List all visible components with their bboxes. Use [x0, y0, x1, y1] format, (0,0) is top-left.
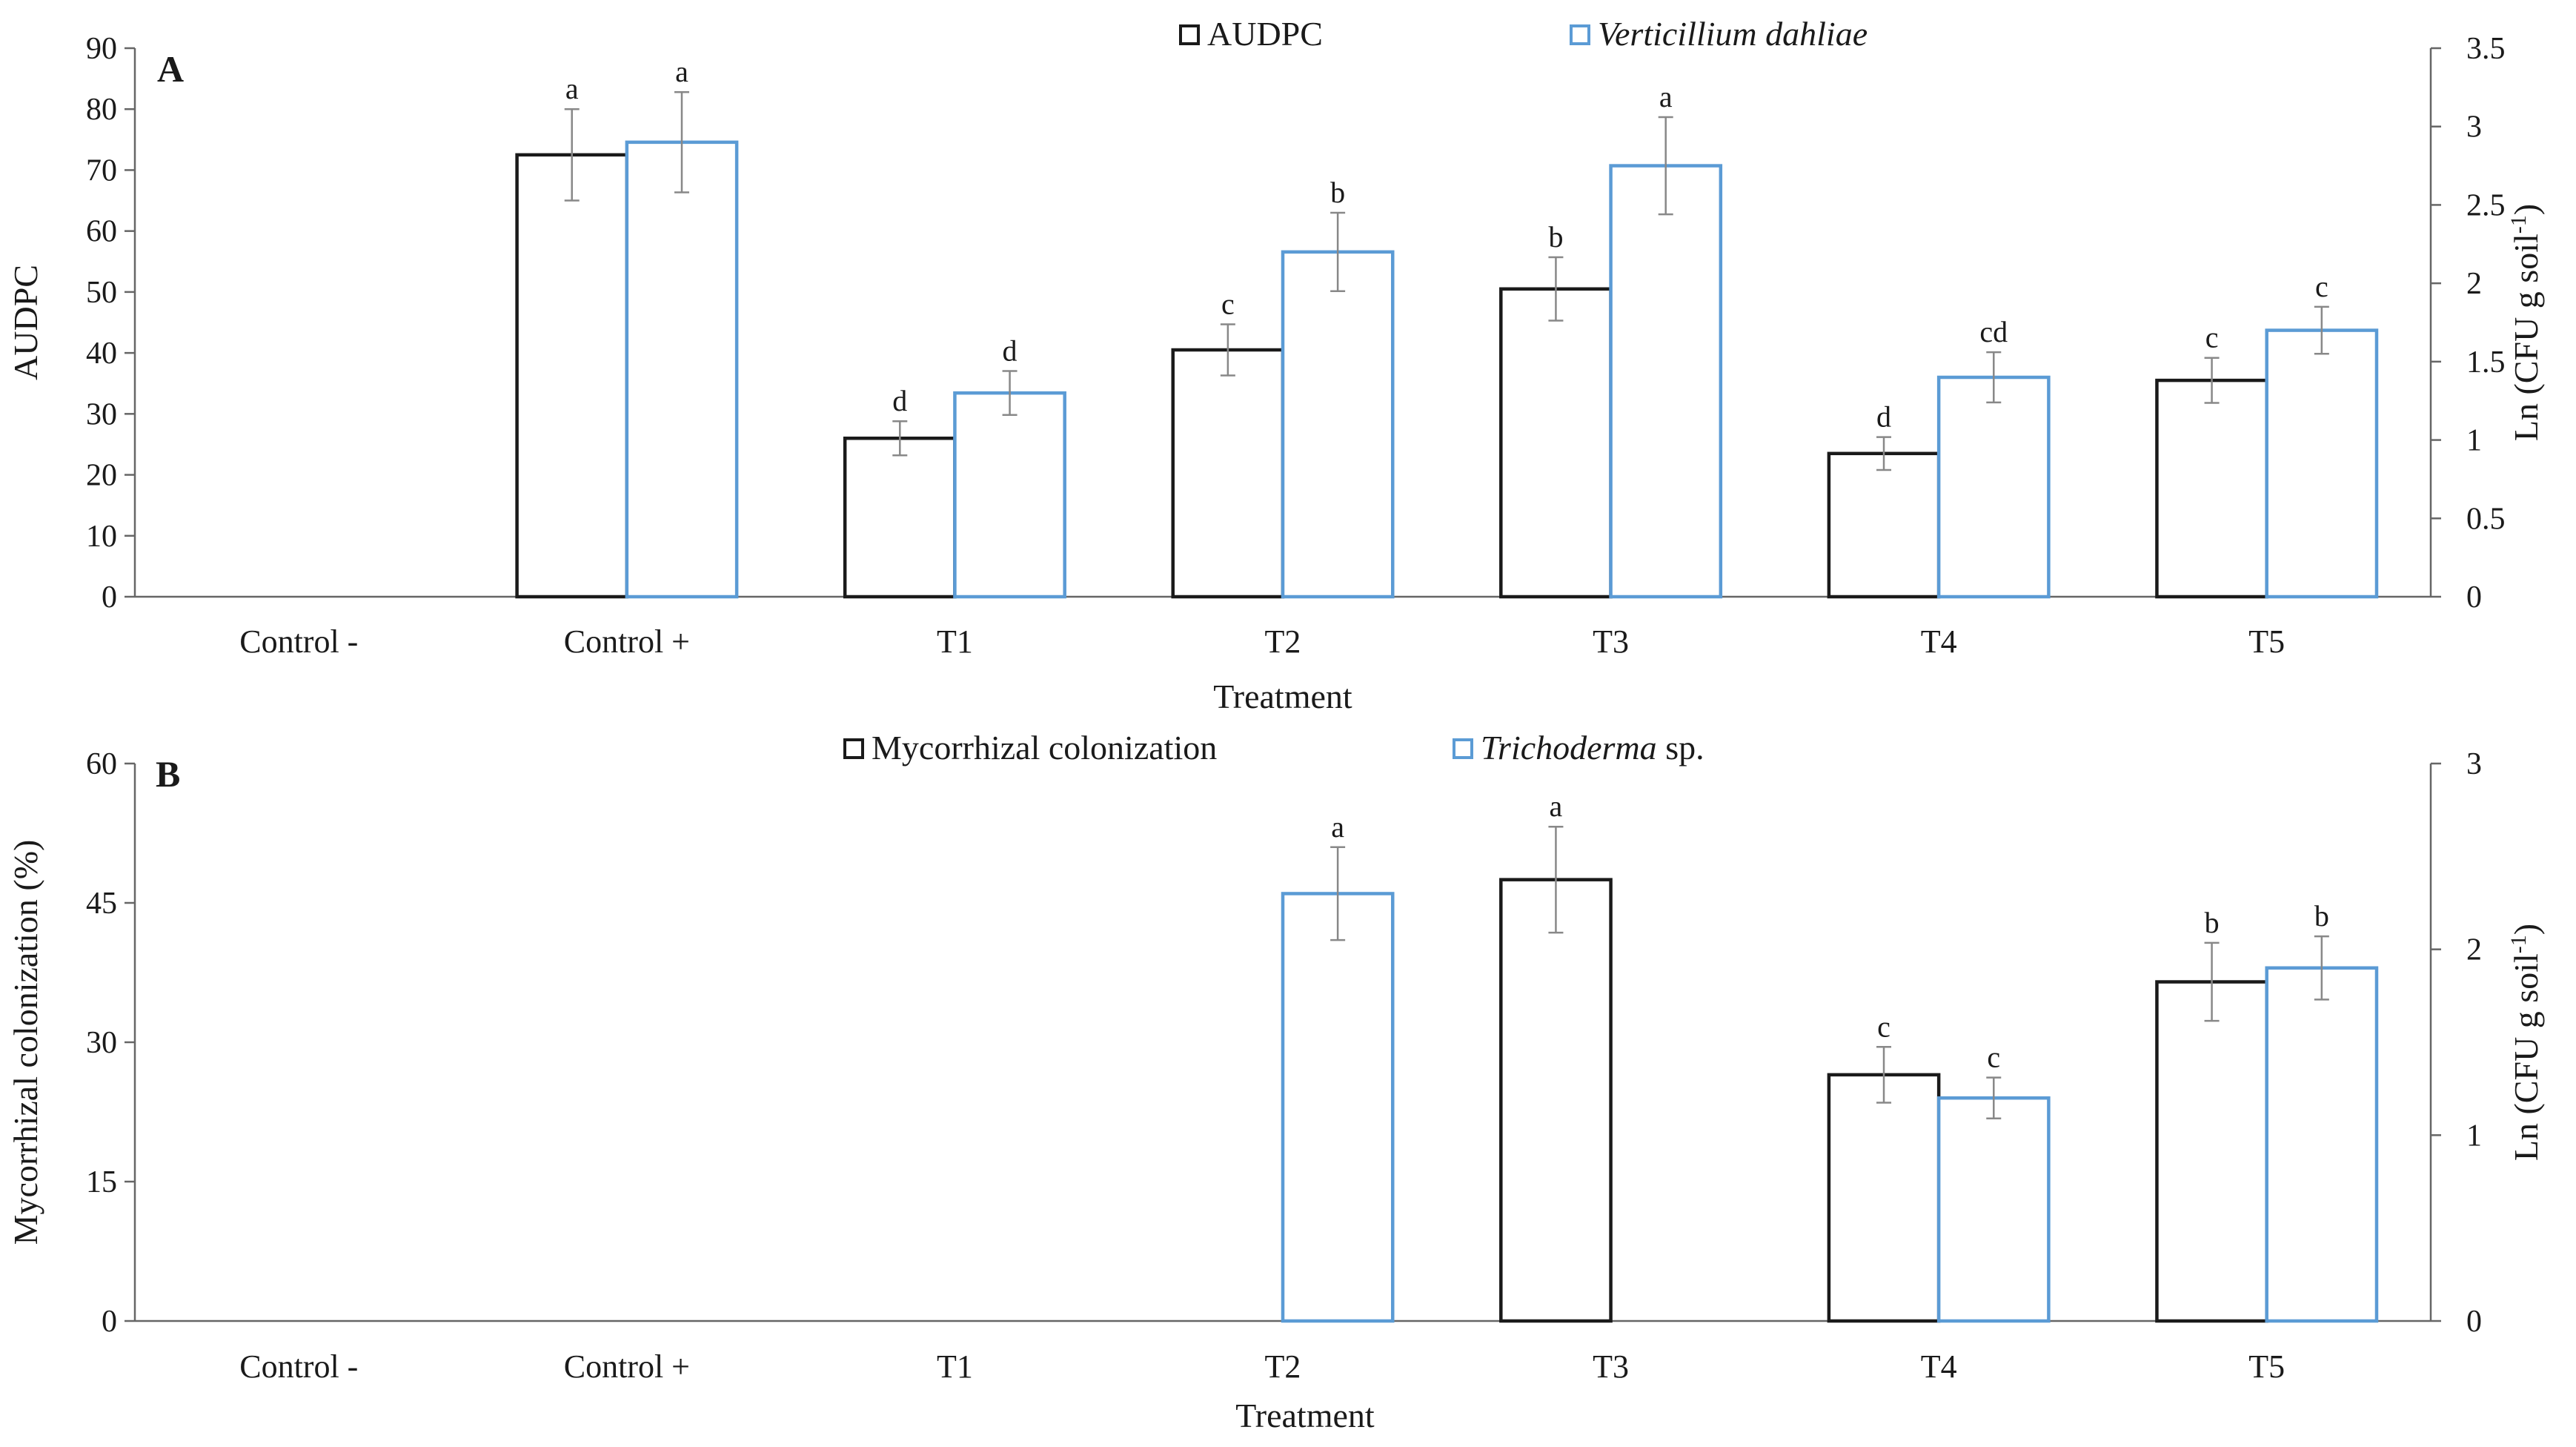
significance-letter: d — [1876, 400, 1891, 434]
bar — [953, 391, 1066, 599]
significance-letter: cd — [1979, 315, 2008, 348]
y-tick-label-right: 0 — [2466, 580, 2482, 615]
x-tick-label: T1 — [937, 1348, 973, 1385]
x-tick-label: T4 — [1921, 1348, 1957, 1385]
bar — [1827, 451, 1941, 599]
bar — [2155, 378, 2268, 599]
x-tick-label: Control + — [564, 1348, 690, 1385]
y-tick-label-right: 3 — [2466, 110, 2482, 145]
legend-label: Verticillium dahliae — [1598, 15, 1868, 53]
significance-letter: c — [2205, 321, 2219, 354]
y-tick-label-left: 20 — [86, 459, 117, 493]
bar — [1281, 250, 1395, 599]
chart-panel-b: 0 15 30 45 60 0 1 2 3 Control - Control + T1 T2 T3 T4 T… — [7, 729, 2545, 1434]
significance-letter: a — [565, 72, 579, 105]
panel-label: B — [156, 753, 180, 795]
significance-letter: a — [1331, 810, 1344, 844]
y-tick-label-left: 90 — [86, 32, 117, 66]
bar — [625, 140, 739, 599]
legend-swatch — [1570, 24, 1590, 45]
significance-letter: c — [1221, 287, 1235, 320]
x-tick-label: T2 — [1265, 1348, 1301, 1385]
y-tick-label-right: 2 — [2466, 933, 2482, 967]
legend-label: Mycorrhizal colonization — [872, 729, 1217, 766]
x-tick-label: Control - — [239, 1348, 358, 1385]
significance-letter: a — [1659, 80, 1673, 113]
y-tick-label-left: 60 — [86, 215, 117, 249]
x-tick-label: T5 — [2248, 1348, 2285, 1385]
y-tick-label-left: 50 — [86, 276, 117, 310]
y-tick-label-right: 2.5 — [2466, 188, 2506, 222]
legend-swatch — [843, 738, 864, 759]
y-tick-label-left: 40 — [86, 337, 117, 371]
bar — [515, 153, 629, 599]
significance-letter: a — [1550, 789, 1563, 823]
x-tick-label: Control - — [239, 623, 358, 660]
y-tick-label-left: 45 — [86, 887, 117, 921]
legend-swatch — [1453, 738, 1473, 759]
bar — [1936, 1096, 2051, 1323]
panel-label: A — [157, 48, 184, 90]
y-axis-title-right: Ln (CFU g soil-1) — [2506, 924, 2546, 1161]
bar — [1171, 348, 1285, 599]
chart-panel-a: 0 10 20 30 40 50 60 70 80 90 0 0.5 1 1.5 2 2.5 3 3.5 Contr… — [7, 15, 2545, 715]
x-tick-label: T3 — [1593, 1348, 1629, 1385]
y-tick-label-right: 3.5 — [2466, 32, 2506, 66]
y-tick-label-left: 0 — [102, 1305, 117, 1339]
x-tick-label: T5 — [2248, 623, 2285, 660]
legend-swatch — [1179, 24, 1200, 45]
significance-letter: b — [2205, 906, 2220, 939]
y-tick-label-right: 0 — [2466, 1305, 2482, 1339]
significance-letter: b — [1330, 176, 1345, 209]
x-tick-label: T2 — [1265, 623, 1301, 660]
significance-letter: c — [2315, 270, 2328, 303]
y-tick-label-right: 1.5 — [2466, 345, 2506, 380]
y-tick-label-right: 1 — [2466, 424, 2482, 458]
significance-letter: c — [1877, 1010, 1890, 1043]
x-axis-title: Treatment — [1235, 1397, 1375, 1434]
bar — [1827, 1073, 1941, 1323]
y-tick-label-left: 15 — [86, 1165, 117, 1199]
bar — [1936, 375, 2051, 599]
y-tick-label-left: 0 — [102, 580, 117, 615]
x-tick-label: T1 — [937, 623, 973, 660]
y-tick-label-left: 60 — [86, 747, 117, 781]
y-tick-label-right: 1 — [2466, 1119, 2482, 1153]
x-axis-title: Treatment — [1213, 678, 1352, 715]
x-tick-label: T3 — [1593, 623, 1629, 660]
bar — [1281, 892, 1395, 1323]
significance-letter: a — [675, 55, 688, 88]
y-tick-label-left: 30 — [86, 397, 117, 431]
significance-letter: d — [892, 384, 907, 417]
y-axis-title-right: Ln (CFU g soil-1) — [2506, 204, 2546, 441]
y-tick-label-right: 3 — [2466, 747, 2482, 781]
y-axis-title-left: Mycorrhizal colonization (%) — [7, 840, 44, 1245]
y-tick-label-left: 70 — [86, 153, 117, 188]
y-axis-title-left: AUDPC — [7, 265, 44, 380]
significance-letter: c — [1987, 1041, 2000, 1074]
y-tick-label-right: 2 — [2466, 267, 2482, 301]
bar — [1499, 287, 1613, 599]
bar — [1499, 878, 1613, 1323]
x-tick-label: Control + — [564, 623, 690, 660]
bar — [843, 436, 957, 599]
bar — [2265, 966, 2379, 1323]
y-tick-label-left: 80 — [86, 93, 117, 127]
y-tick-label-left: 10 — [86, 520, 117, 554]
y-tick-label-right: 0.5 — [2466, 502, 2506, 536]
significance-letter: b — [1548, 220, 1563, 254]
y-tick-label-left: 30 — [86, 1026, 117, 1060]
significance-letter: b — [2314, 899, 2329, 933]
bar — [2155, 980, 2268, 1323]
legend-label: Trichoderma sp. — [1481, 729, 1704, 766]
legend-label: AUDPC — [1207, 15, 1323, 53]
x-tick-label: T4 — [1921, 623, 1957, 660]
significance-letter: d — [1003, 334, 1018, 368]
bar — [1609, 164, 1723, 599]
bar — [2265, 328, 2379, 599]
